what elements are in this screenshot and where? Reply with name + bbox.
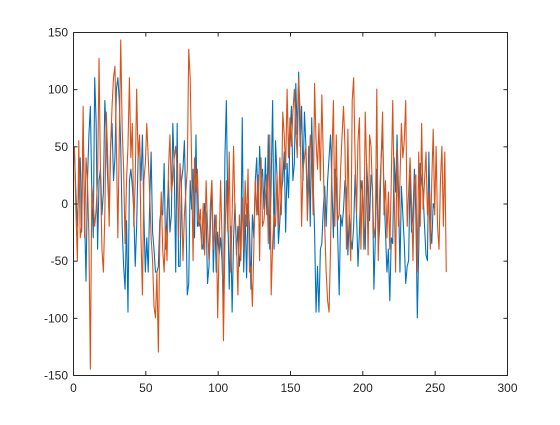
y-tick-label: 150	[48, 26, 68, 40]
series-line-2	[73, 39, 447, 370]
plot-area	[73, 32, 507, 375]
y-tick-label: -100	[44, 311, 68, 325]
x-tick-label: 250	[425, 381, 445, 395]
y-tick-label: 0	[61, 197, 68, 211]
x-tick-label: 50	[139, 381, 153, 395]
x-tick-label: 300	[497, 381, 517, 395]
series-layer	[73, 39, 447, 370]
x-tick-label: 200	[353, 381, 373, 395]
x-tick-label: 0	[70, 381, 77, 395]
y-tick-label: -50	[51, 254, 69, 268]
y-tick-label: -150	[44, 369, 68, 383]
x-tick-label: 150	[280, 381, 300, 395]
axes-layer: 0 50 100 150 200 250 300 -150 -100 -50 0 50 100 150	[44, 26, 518, 396]
y-tick-label: 50	[55, 140, 69, 154]
x-tick-label: 100	[208, 381, 228, 395]
y-tick-label: 100	[48, 83, 68, 97]
